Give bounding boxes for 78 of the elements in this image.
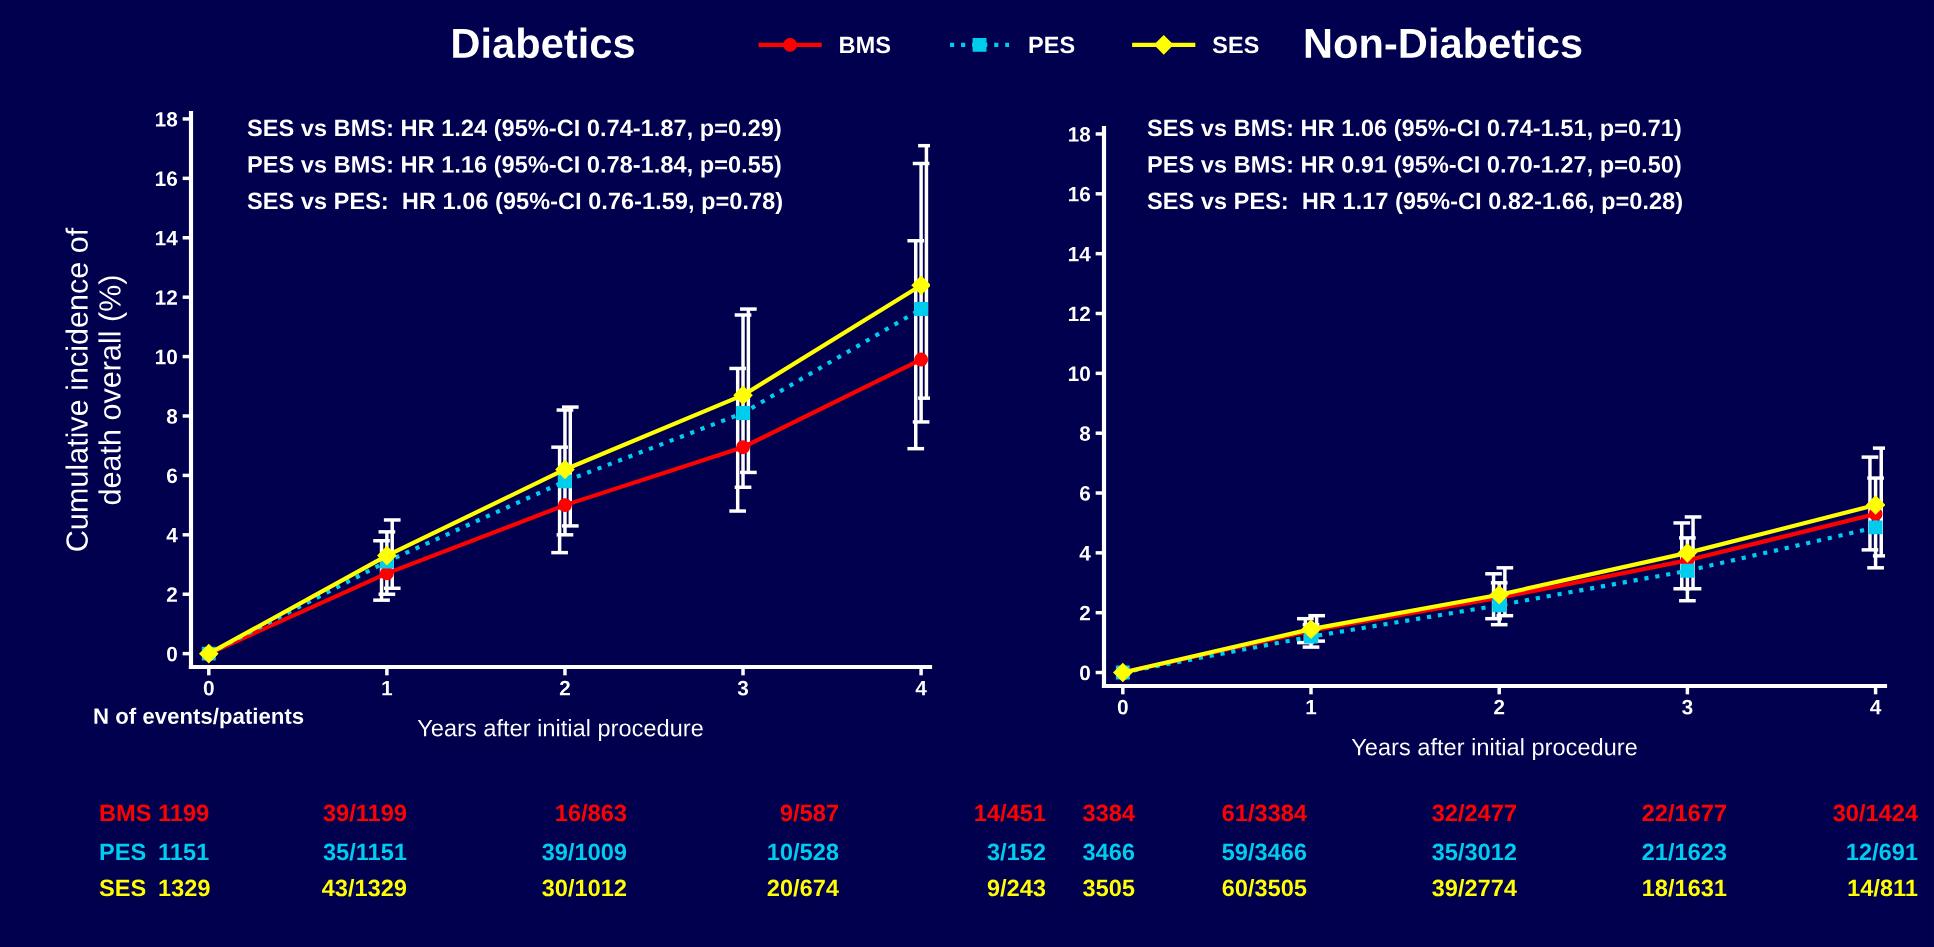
y-tick-label: 12 — [1068, 306, 1090, 322]
text: 3466 — [1083, 843, 1135, 861]
y-tick-label: 6 — [166, 468, 178, 484]
x-tick-label: 3 — [737, 680, 749, 696]
text: 14/451 — [975, 803, 1046, 822]
text: 3505 — [1083, 879, 1135, 897]
y-tick-label: 8 — [1079, 426, 1091, 441]
y-tick-label: 0 — [1080, 665, 1090, 681]
text: 1199 — [159, 804, 209, 822]
text: 61/3384 — [1222, 803, 1307, 822]
y-tick-label: 10 — [1068, 366, 1090, 382]
text: 12/691 — [1847, 842, 1918, 861]
annotation: SES vs BMS: HR 1.24 (95%-CI 0.74-1.87, p=0.29) — [247, 119, 781, 141]
text: 22/1677 — [1642, 803, 1726, 822]
x-tick-label: 2 — [559, 680, 570, 696]
text: 35/3012 — [1432, 842, 1517, 861]
x-tick-label: 1 — [1306, 699, 1317, 715]
chart-title: Diabetics — [453, 27, 634, 59]
text: 18/1631 — [1643, 878, 1727, 897]
y-tick-label: 0 — [167, 646, 177, 662]
text: PES — [100, 843, 146, 861]
x-tick-label: 2 — [1494, 699, 1505, 715]
x-tick-label: 4 — [915, 680, 927, 696]
annotation: SES vs PES: HR 1.17 (95%-CI 0.82-1.66, p=0.28) — [1147, 191, 1682, 214]
legend-label: SES — [1212, 36, 1259, 54]
text: N of events/patients — [94, 707, 304, 729]
text: 9/243 — [987, 878, 1046, 897]
x-tick-label: 0 — [1117, 699, 1128, 715]
text: 14/811 — [1848, 878, 1918, 897]
text: SES — [99, 879, 146, 897]
y-tick-label: 16 — [1068, 186, 1091, 202]
x-axis-title: Years after initial procedure — [417, 719, 703, 742]
text: 60/3505 — [1222, 878, 1307, 897]
chart-title: Non-Diabetics — [1305, 27, 1582, 59]
y-tick-label: 16 — [155, 171, 178, 187]
text: 3384 — [1083, 804, 1135, 822]
y-tick-label: 4 — [166, 528, 178, 543]
x-tick-label: 1 — [382, 680, 393, 696]
text: 39/2774 — [1432, 878, 1517, 897]
text: 35/1151 — [323, 842, 407, 861]
x-tick-label: 3 — [1682, 699, 1693, 715]
y-tick-label: 6 — [1079, 486, 1091, 501]
y-tick-label: 2 — [1079, 605, 1090, 621]
text: 32/2477 — [1432, 803, 1516, 822]
text: 30/1012 — [542, 878, 627, 897]
y-tick-label: 18 — [155, 111, 178, 127]
legend-label: PES — [1029, 36, 1075, 54]
legend-label: BMS — [840, 36, 891, 54]
text: 59/3466 — [1222, 842, 1307, 861]
text: 30/1424 — [1833, 803, 1918, 822]
annotation: PES vs BMS: HR 1.16 (95%-CI 0.78-1.84, p=0.55) — [248, 155, 781, 178]
y-tick-label: 10 — [155, 349, 177, 365]
x-tick-label: 0 — [203, 680, 214, 696]
y-axis-title: Cumulative incidence of death overall (%) — [65, 227, 127, 551]
text: 9/587 — [780, 803, 838, 822]
text: 1329 — [159, 879, 210, 897]
annotation: SES vs PES: HR 1.06 (95%-CI 0.76-1.59, p=0.78) — [247, 191, 782, 214]
x-axis-title: Years after initial procedure — [1351, 738, 1637, 761]
text: 43/1329 — [322, 878, 407, 897]
annotation: SES vs BMS: HR 1.06 (95%-CI 0.74-1.51, p=0.71) — [1147, 119, 1681, 141]
text: BMS — [100, 804, 151, 822]
text: 3/152 — [987, 842, 1046, 861]
text: 39/1199 — [323, 803, 407, 822]
y-tick-label: 4 — [1079, 546, 1091, 561]
y-tick-label: 14 — [155, 230, 178, 246]
x-tick-label: 4 — [1870, 699, 1882, 715]
y-tick-label: 2 — [166, 587, 177, 602]
text: 16/863 — [556, 803, 627, 822]
y-tick-label: 12 — [155, 290, 177, 305]
text: 10/528 — [768, 842, 839, 861]
y-tick-label: 18 — [1068, 126, 1091, 142]
y-tick-label: 8 — [166, 408, 178, 424]
y-tick-label: 14 — [1068, 246, 1091, 262]
text: 21/1623 — [1642, 842, 1727, 861]
text: 39/1009 — [542, 842, 627, 861]
text: 1151 — [159, 843, 209, 861]
annotation: PES vs BMS: HR 0.91 (95%-CI 0.70-1.27, p=0.50) — [1148, 155, 1681, 178]
text: 20/674 — [767, 878, 839, 897]
